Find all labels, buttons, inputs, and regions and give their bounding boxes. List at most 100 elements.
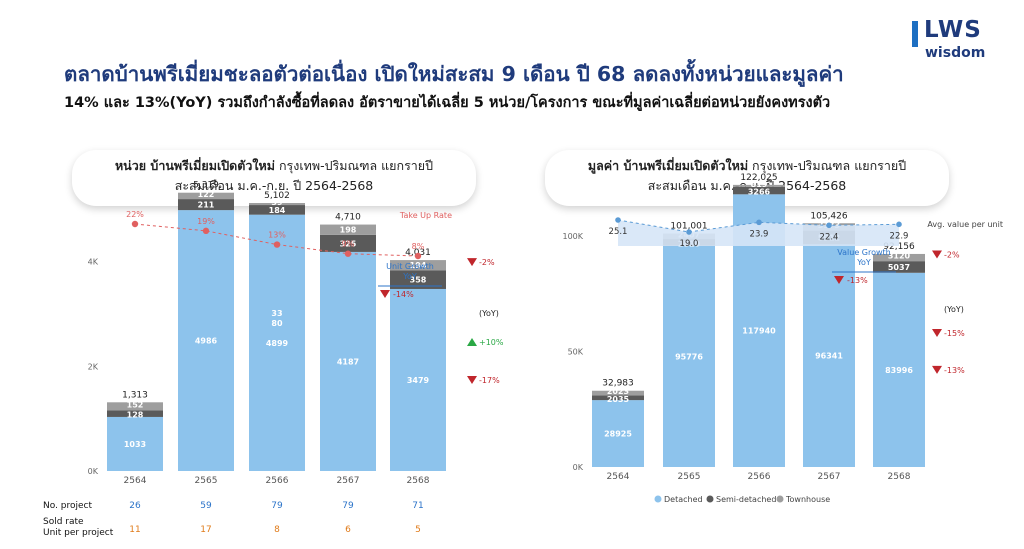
table-cell-sold-rate: 8 bbox=[274, 525, 280, 535]
value-avg-label: 25.1 bbox=[609, 227, 628, 237]
units-bar-label-townhouse: 198 bbox=[340, 226, 357, 235]
legend-townhouse-label: Townhouse bbox=[785, 495, 830, 504]
value-category-label: 2568 bbox=[888, 472, 911, 482]
units-ytick-label: 0K bbox=[88, 467, 99, 476]
value-avg-point bbox=[686, 229, 692, 235]
units-total-label: 5,319 bbox=[193, 181, 219, 191]
value-avg-label: 22.4 bbox=[820, 232, 839, 242]
units-category-label: 2568 bbox=[407, 476, 430, 486]
value-bar-semi bbox=[873, 261, 925, 273]
value-avg-point bbox=[826, 222, 832, 229]
value-total-label: 122,025 bbox=[740, 173, 777, 183]
value-avg-point bbox=[896, 221, 902, 228]
value-avg-point bbox=[756, 219, 762, 226]
value-bar-semi bbox=[733, 186, 785, 195]
units-yoy-title: (YoY) bbox=[479, 309, 499, 318]
value-avg-point bbox=[615, 217, 621, 223]
units-take-up-title: Take Up Rate bbox=[399, 211, 452, 220]
legend-semi-marker bbox=[706, 495, 714, 503]
value-yoy-arrow-icon bbox=[932, 329, 942, 337]
value-bar-label-semi: 3266 bbox=[748, 188, 771, 197]
table-label-sold-rate: Sold rate bbox=[43, 517, 84, 527]
units-take-up-point bbox=[202, 227, 210, 235]
table-cell-sold-rate: 6 bbox=[345, 525, 351, 535]
value-avg-line bbox=[617, 219, 900, 233]
table-label-unit-per-project: Unit per project bbox=[43, 528, 114, 538]
value-bar-detached bbox=[592, 400, 644, 467]
value-yoy-value: -15% bbox=[944, 329, 965, 338]
units-bar-label-semi: 211 bbox=[198, 201, 215, 210]
value-bar-label-townhouse: 819 bbox=[751, 180, 768, 189]
units-bar-townhouse bbox=[249, 203, 305, 206]
units-bar-detached bbox=[107, 416, 163, 471]
value-bar-label-detached: 95776 bbox=[675, 352, 703, 361]
units-extra-label: 80 bbox=[271, 319, 283, 328]
value-avg-label: 19.0 bbox=[680, 239, 699, 249]
units-growth-arrow-icon bbox=[380, 290, 390, 298]
value-growth-arrow-icon bbox=[834, 276, 844, 284]
logo-bar-icon bbox=[912, 21, 918, 47]
logo-subtext: wisdom bbox=[925, 45, 986, 61]
value-yoy-value: -13% bbox=[944, 366, 965, 375]
units-yoy-value: -17% bbox=[479, 376, 500, 385]
legend-townhouse-marker bbox=[776, 495, 784, 503]
units-growth-title: Unit Growth bbox=[386, 262, 434, 271]
legend-detached-marker bbox=[654, 495, 662, 503]
value-bar-detached bbox=[663, 245, 715, 467]
units-bar-detached bbox=[178, 210, 234, 471]
units-bar-semi bbox=[178, 199, 234, 211]
units-bar-semi bbox=[107, 410, 163, 417]
units-category-label: 2567 bbox=[337, 476, 360, 486]
value-bar-townhouse bbox=[873, 253, 925, 262]
units-chart-title-bold: หน่วย บ้านพรีเมี่ยมเปิดตัวใหม่ bbox=[114, 158, 275, 173]
units-bar-detached bbox=[320, 251, 376, 471]
units-yoy-arrow-icon bbox=[467, 258, 477, 267]
units-ytick-label: 4K bbox=[88, 258, 99, 267]
value-growth-title: Value Growth bbox=[837, 248, 890, 257]
table-cell-projects: 59 bbox=[200, 501, 212, 511]
value-avg-label: 22.9 bbox=[890, 231, 909, 241]
units-take-up-label: 8% bbox=[412, 242, 425, 251]
units-chart-title-line2: สะสมเดือน ม.ค.-ก.ย. ปี 2564-2568 bbox=[174, 178, 374, 193]
value-bar-label-townhouse: 2023 bbox=[607, 387, 629, 396]
table-cell-sold-rate: 11 bbox=[129, 525, 140, 535]
units-bar-label-detached: 3479 bbox=[407, 376, 430, 385]
value-bar-label-detached: 117940 bbox=[742, 327, 776, 336]
table-cell-projects: 79 bbox=[271, 501, 283, 511]
units-bar-semi bbox=[390, 270, 446, 289]
units-take-up-point bbox=[273, 241, 281, 248]
table-cell-projects: 79 bbox=[342, 501, 354, 511]
legend-detached-label: Detached bbox=[664, 495, 703, 504]
value-ytick-label: 50K bbox=[568, 347, 584, 356]
units-take-up-point bbox=[414, 252, 422, 260]
units-yoy-arrow-icon bbox=[467, 338, 477, 346]
value-total-label: 105,426 bbox=[810, 211, 847, 221]
value-growth-value: -13% bbox=[847, 276, 868, 285]
units-total-label: 1,313 bbox=[122, 390, 148, 400]
units-bar-label-detached: 4899 bbox=[266, 339, 289, 348]
units-bar-label-detached: 4986 bbox=[195, 337, 218, 346]
value-category-label: 2567 bbox=[818, 472, 841, 482]
value-bar-semi bbox=[592, 395, 644, 401]
value-ytick-label: 100K bbox=[562, 232, 583, 241]
units-bar-label-townhouse: 194 bbox=[410, 261, 427, 270]
value-total-label: 32,983 bbox=[602, 379, 634, 389]
value-yoy-arrow-icon bbox=[932, 365, 942, 374]
units-total-label: 4,710 bbox=[335, 213, 361, 223]
units-total-label: 5,102 bbox=[264, 191, 290, 201]
units-yoy-value: +10% bbox=[479, 338, 504, 347]
value-category-label: 2564 bbox=[607, 472, 630, 482]
value-chart-title-bold: มูลค่า บ้านพรีเมี่ยมเปิดตัวใหม่ bbox=[587, 158, 749, 173]
units-bar-semi bbox=[249, 205, 305, 215]
value-avg-title: Avg. value per unit bbox=[927, 220, 1003, 229]
units-bar-townhouse bbox=[390, 260, 446, 271]
units-chart-title: หน่วย บ้านพรีเมี่ยมเปิดตัวใหม่ กรุงเทพ-ป… bbox=[72, 150, 476, 206]
units-extra-label: 33 bbox=[271, 309, 282, 318]
units-yoy-arrow-icon bbox=[467, 375, 477, 384]
units-bar-townhouse bbox=[107, 402, 163, 411]
value-avg-label: 23.9 bbox=[750, 229, 769, 239]
value-growth-yoy: YoY bbox=[856, 258, 871, 267]
units-bar-detached bbox=[249, 214, 305, 472]
value-bar-townhouse bbox=[592, 390, 644, 396]
table-cell-sold-rate: 17 bbox=[200, 525, 211, 535]
